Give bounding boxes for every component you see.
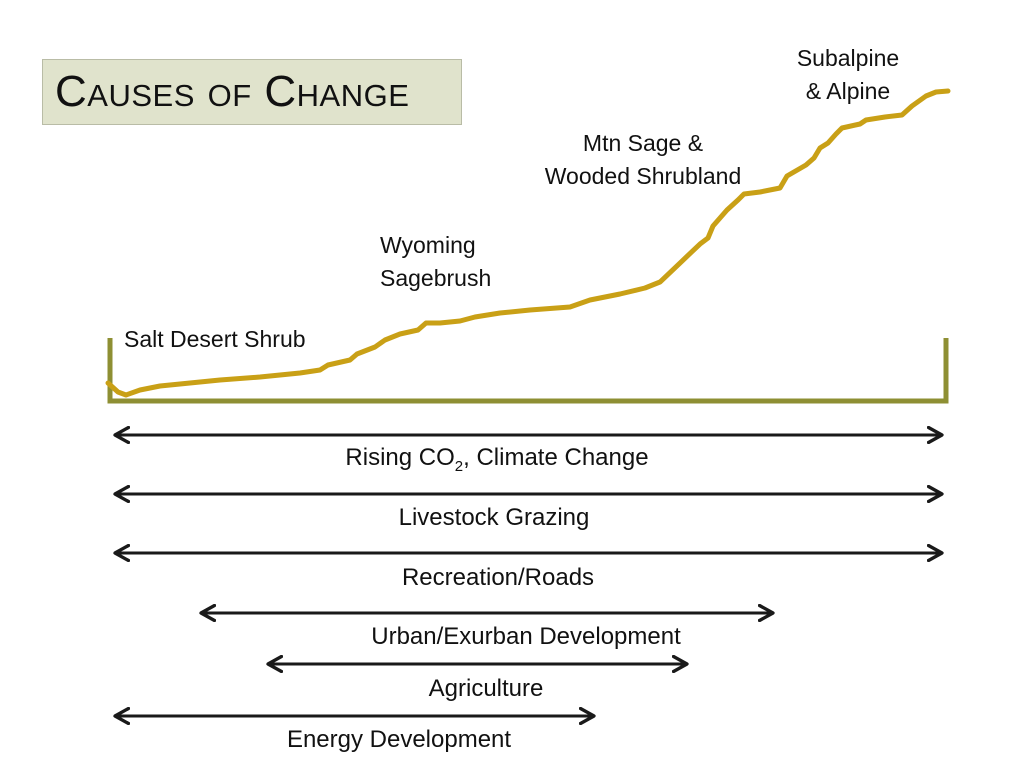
cause-label-rising-co2: Rising CO2, Climate Change <box>345 444 648 475</box>
cause-label-livestock-grazing: Livestock Grazing <box>398 504 590 531</box>
cause-label-recreation-roads: Recreation/Roads <box>401 564 595 591</box>
zone-label-line: Salt Desert Shrub <box>124 326 306 352</box>
zone-label-line: Wyoming <box>380 232 476 258</box>
zone-label-mtn-sage: Mtn Sage & Wooded Shrubland <box>523 127 763 193</box>
zone-label-wyoming-sagebrush: Wyoming Sagebrush <box>380 229 491 295</box>
cause-label-energy-development: Energy Development <box>286 726 512 753</box>
zone-label-subalpine-alpine: Subalpine & Alpine <box>778 42 918 108</box>
cause-label-rising-co2-main: Rising CO <box>345 444 455 471</box>
elevation-profile-line <box>105 88 951 398</box>
cause-label-agriculture: Agriculture <box>428 675 544 702</box>
zone-label-line: & Alpine <box>805 78 891 104</box>
title-box: Causes of Change <box>42 59 462 125</box>
zone-label-salt-desert-shrub: Salt Desert Shrub <box>124 323 306 356</box>
cause-label-rising-co2-subscript: 2 <box>454 457 464 475</box>
zone-label-line: Mtn Sage & <box>582 130 704 156</box>
zone-label-line: Subalpine <box>796 45 900 71</box>
zone-label-line: Sagebrush <box>380 265 492 291</box>
cause-label-urban-development: Urban/Exurban Development <box>371 623 681 650</box>
cause-label-rising-co2-tail: , Climate Change <box>463 444 649 471</box>
page-title: Causes of Change <box>55 67 410 116</box>
zone-label-line: Wooded Shrubland <box>544 163 742 189</box>
baseline-bracket <box>107 338 949 404</box>
